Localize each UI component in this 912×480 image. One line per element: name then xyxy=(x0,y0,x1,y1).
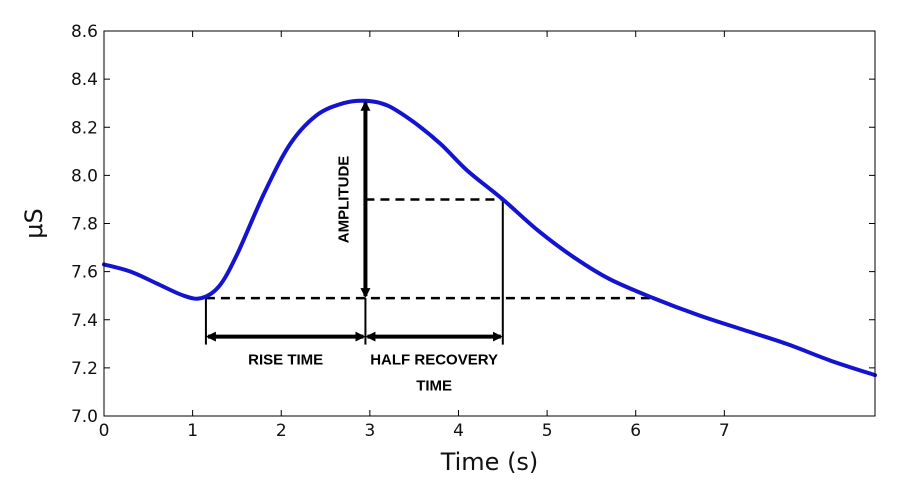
amplitude-label: AMPLITUDE xyxy=(335,156,352,244)
x-axis-label: Time (s) xyxy=(440,448,539,476)
y-tick-label: 7.8 xyxy=(71,215,98,235)
x-tick-label: 1 xyxy=(187,421,198,441)
x-tick-label: 3 xyxy=(364,421,375,441)
annotation-layer xyxy=(204,198,654,345)
y-axis-label: μS xyxy=(20,208,48,239)
x-tick-label: 5 xyxy=(542,421,553,441)
y-tick-label: 8.0 xyxy=(71,166,98,186)
x-tick-label: 2 xyxy=(276,421,287,441)
x-tick-label: 6 xyxy=(630,421,641,441)
y-tick-label: 7.4 xyxy=(71,311,98,331)
x-tick-label: 4 xyxy=(453,421,464,441)
y-tick-label: 8.2 xyxy=(71,118,98,138)
y-tick-label: 7.0 xyxy=(71,407,98,427)
x-tick-label: 0 xyxy=(99,421,110,441)
y-tick-label: 7.2 xyxy=(71,359,98,379)
data-series-line xyxy=(102,98,877,378)
y-tick-label: 8.4 xyxy=(71,70,98,90)
half-recovery-time-label-line2: TIME xyxy=(416,378,452,395)
x-tick-label: 7 xyxy=(719,421,730,441)
rise-time-label: RISE TIME xyxy=(248,352,323,369)
half-recovery-time-label-line1: HALF RECOVERY xyxy=(370,352,498,369)
y-tick-label: 7.6 xyxy=(71,263,98,283)
annotation-arrows-layer xyxy=(205,100,503,342)
axis-ticks: 0 1 2 3 4 5 6 7 7.0 7.2 7.4 7.6 7.8 8.0 8.2 8.4 8.6 xyxy=(71,22,875,441)
y-tick-label: 8.6 xyxy=(71,22,98,42)
